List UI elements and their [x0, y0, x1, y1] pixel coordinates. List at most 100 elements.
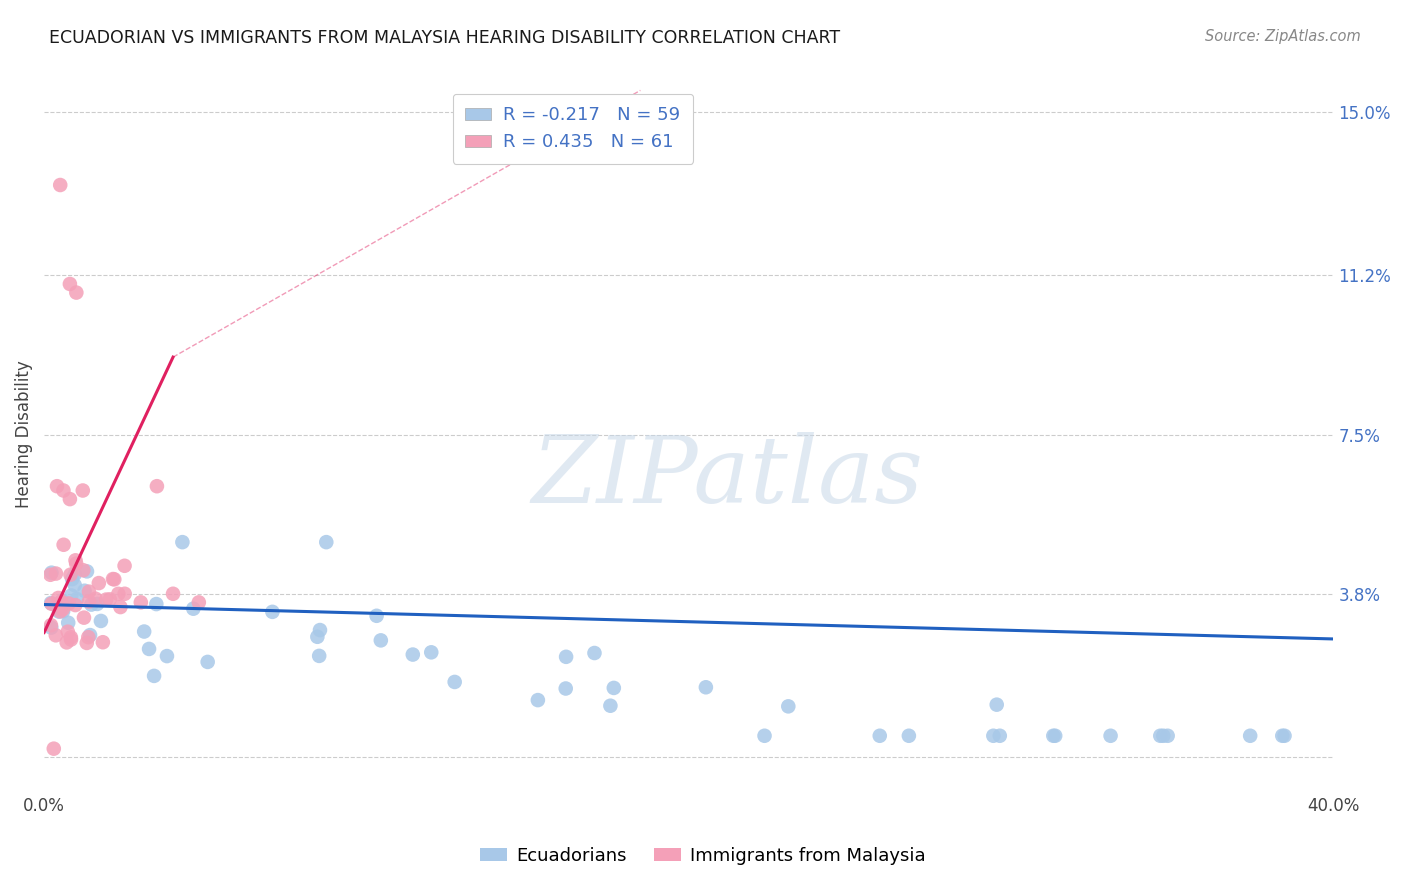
Point [56, 624, 79, 639]
Legend: R = -0.217   N = 59, R = 0.435   N = 61: R = -0.217 N = 59, R = 0.435 N = 61 [453, 94, 693, 164]
Point [59, 277, 82, 291]
Point [41, 566, 63, 580]
Point [86, 597, 108, 611]
Point [197, 655, 219, 669]
Point [39, 618, 62, 632]
Point [96, 592, 118, 607]
Point [134, 624, 156, 639]
Point [370, 633, 392, 648]
Point [49, 604, 72, 618]
Point [307, 630, 329, 644]
Text: Source: ZipAtlas.com: Source: ZipAtlas.com [1205, 29, 1361, 44]
Point [129, 595, 152, 609]
Point [60, 589, 83, 603]
Legend: Ecuadorians, Immigrants from Malaysia: Ecuadorians, Immigrants from Malaysia [472, 840, 934, 872]
Point [162, 587, 184, 601]
Y-axis label: Hearing Disability: Hearing Disability [15, 360, 32, 508]
Point [52, 538, 75, 552]
Point [583, 646, 606, 660]
Point [103, 573, 125, 587]
Point [46, 591, 69, 605]
Point [1156, 729, 1178, 743]
Point [80, 598, 103, 612]
Point [110, 600, 132, 615]
Point [1271, 729, 1294, 743]
Point [51, 594, 73, 608]
Point [114, 558, 136, 573]
Point [65, 285, 87, 300]
Point [41, 597, 63, 611]
Point [138, 642, 160, 657]
Point [84, 591, 107, 606]
Point [754, 729, 776, 743]
Point [309, 623, 332, 637]
Point [988, 729, 1011, 743]
Point [65, 557, 87, 571]
Point [73, 610, 96, 624]
Point [778, 699, 800, 714]
Point [986, 698, 1008, 712]
Point [98, 592, 121, 607]
Point [183, 601, 205, 615]
Point [79, 628, 101, 642]
Point [101, 572, 124, 586]
Point [1099, 729, 1122, 743]
Point [42, 741, 65, 756]
Point [554, 681, 576, 696]
Point [77, 594, 100, 608]
Point [527, 693, 550, 707]
Point [402, 648, 425, 662]
Point [77, 630, 100, 644]
Point [39, 567, 62, 582]
Point [114, 587, 136, 601]
Point [76, 636, 98, 650]
Point [315, 535, 337, 549]
Point [72, 483, 94, 498]
Point [156, 649, 179, 664]
Point [143, 669, 166, 683]
Text: ECUADORIAN VS IMMIGRANTS FROM MALAYSIA HEARING DISABILITY CORRELATION CHART: ECUADORIAN VS IMMIGRANTS FROM MALAYSIA H… [49, 29, 841, 46]
Point [52, 483, 75, 498]
Point [58, 597, 80, 611]
Point [63, 578, 86, 592]
Point [51, 595, 73, 609]
Point [146, 479, 169, 493]
Point [1239, 729, 1261, 743]
Point [39, 596, 62, 610]
Point [145, 597, 167, 611]
Point [1274, 729, 1296, 743]
Point [63, 567, 86, 582]
Point [60, 572, 83, 586]
Point [603, 681, 626, 695]
Point [55, 635, 77, 649]
Point [76, 565, 98, 579]
Point [897, 729, 920, 743]
Point [59, 632, 82, 647]
Point [65, 598, 87, 612]
Point [107, 587, 129, 601]
Point [1152, 729, 1174, 743]
Point [308, 648, 330, 663]
Point [49, 178, 72, 192]
Point [366, 608, 388, 623]
Point [77, 584, 100, 599]
Point [73, 583, 96, 598]
Point [87, 576, 110, 591]
Point [59, 567, 82, 582]
Point [66, 592, 89, 607]
Point [443, 675, 465, 690]
Point [46, 479, 69, 493]
Point [262, 605, 284, 619]
Point [90, 614, 112, 628]
Point [52, 604, 75, 618]
Point [48, 605, 70, 619]
Text: ZIPatlas: ZIPatlas [531, 433, 924, 523]
Point [1042, 729, 1064, 743]
Point [555, 649, 578, 664]
Point [172, 535, 194, 549]
Point [1043, 729, 1066, 743]
Point [45, 566, 67, 581]
Point [187, 595, 209, 609]
Point [59, 492, 82, 507]
Point [58, 615, 80, 630]
